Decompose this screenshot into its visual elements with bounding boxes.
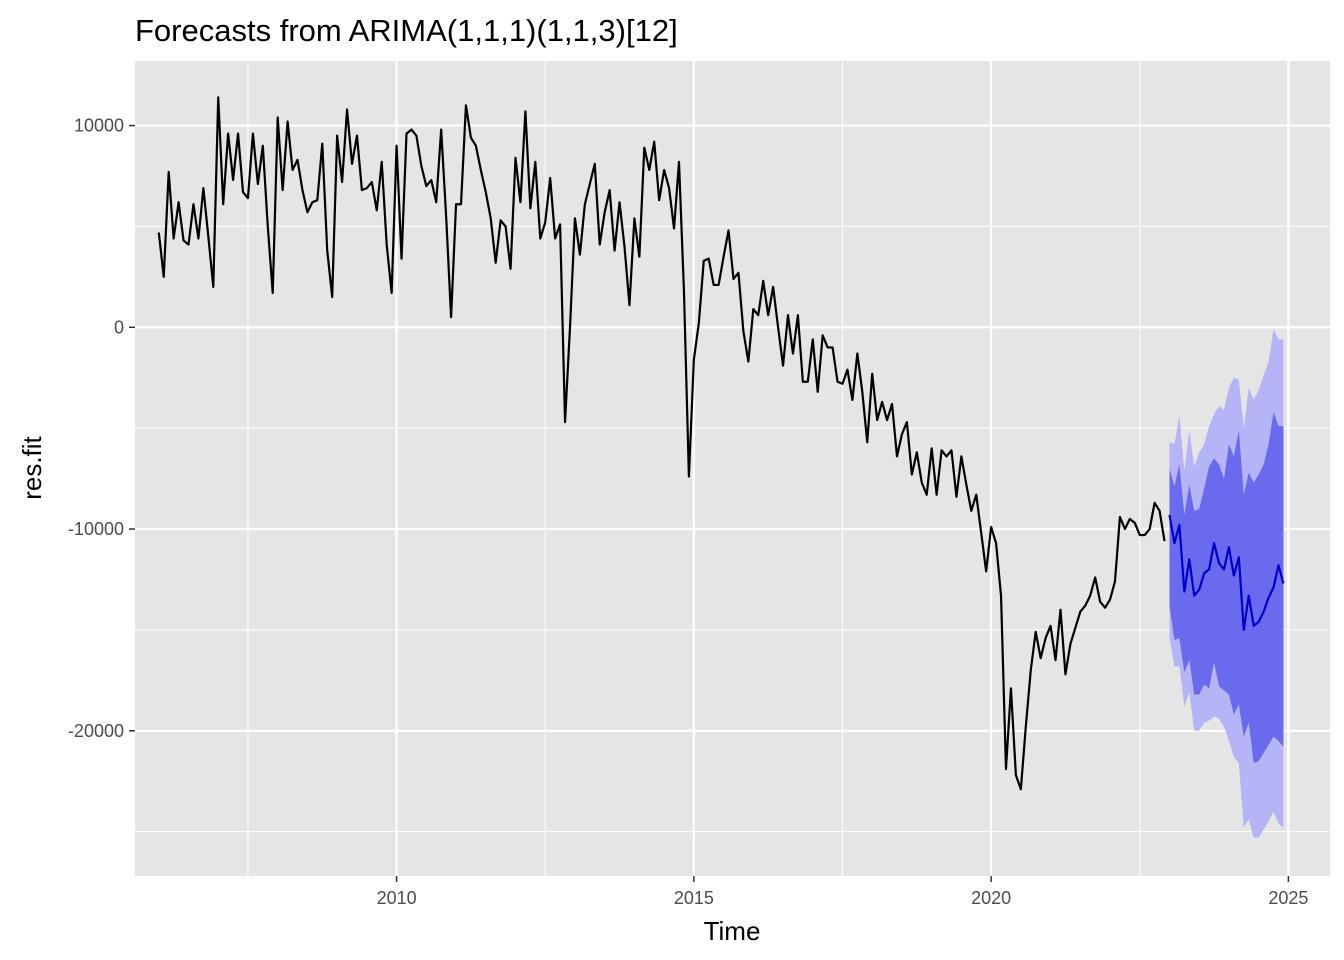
history-series-line [157, 96, 1166, 791]
x-axis-title: Time [704, 916, 761, 946]
chart-title: Forecasts from ARIMA(1,1,1)(1,1,3)[12] [135, 13, 678, 48]
y-tick-label: 10000 [74, 116, 124, 136]
y-tick-label: -20000 [68, 721, 124, 741]
plot-panel [135, 61, 1330, 876]
x-tick-label: 2025 [1268, 888, 1308, 908]
y-tick-label: -10000 [68, 519, 124, 539]
x-tick-label: 2015 [674, 888, 714, 908]
forecast-mean-line [1168, 514, 1285, 631]
y-axis-title: res.fit [17, 435, 47, 499]
x-tick-label: 2010 [377, 888, 417, 908]
x-axis-ticks: 2010 2015 2020 2025 [377, 876, 1308, 908]
y-axis-ticks: -20000 -10000 0 10000 [68, 116, 135, 741]
grid-major [135, 61, 1330, 876]
prediction-interval-80 [1169, 412, 1284, 764]
x-tick-label: 2020 [971, 888, 1011, 908]
forecast-intervals [1169, 329, 1284, 838]
y-tick-label: 0 [114, 317, 124, 337]
